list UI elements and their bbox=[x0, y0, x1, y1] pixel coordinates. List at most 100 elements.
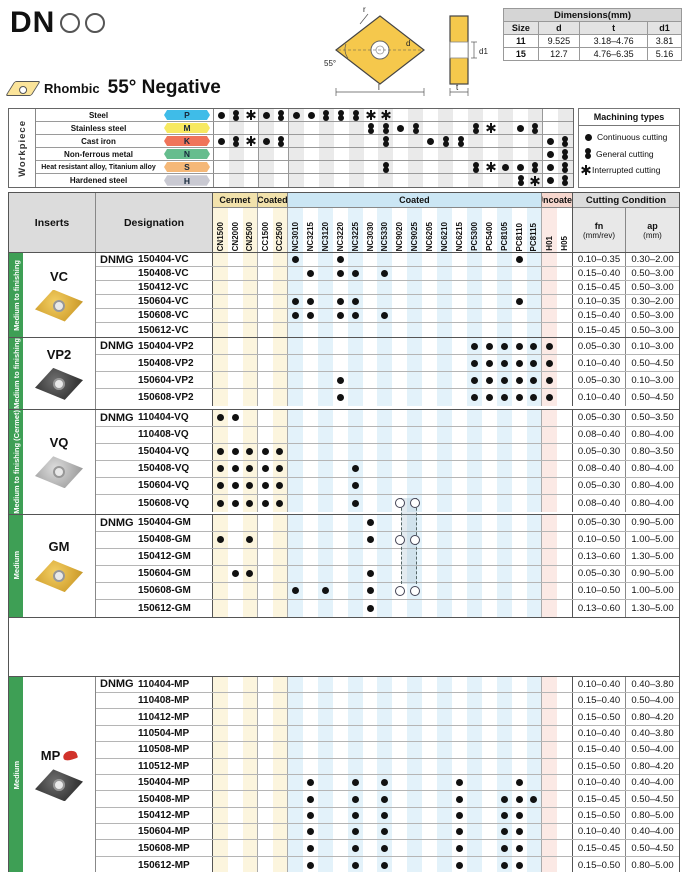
general-cutting-mark bbox=[353, 109, 360, 116]
grade-mark-cell bbox=[512, 693, 527, 708]
grade-mark-cell bbox=[377, 791, 393, 807]
grade-mark-cell bbox=[497, 824, 513, 840]
grade-mark-cell bbox=[258, 600, 273, 617]
group-usage-bar: Medium bbox=[9, 676, 23, 872]
grade-mark-cell bbox=[213, 582, 228, 599]
grade-mark-cell bbox=[317, 309, 333, 322]
grade-column-name: PC5300 bbox=[470, 222, 480, 251]
grade-mark-cell bbox=[317, 742, 333, 758]
designation-prefix bbox=[96, 840, 138, 855]
grade-mark-cell bbox=[392, 410, 407, 426]
workpiece-mark-cell bbox=[378, 148, 394, 160]
ap-value: 0.30–2.00 bbox=[631, 296, 674, 307]
grade-mark-cell bbox=[392, 355, 407, 371]
grade-mark-cell bbox=[242, 460, 258, 477]
workpiece-mark-cell bbox=[318, 109, 334, 121]
grade-mark-cell bbox=[422, 775, 437, 790]
grade-mark-cell bbox=[482, 495, 497, 512]
continuous-cutting-mark bbox=[276, 482, 284, 490]
grade-mark-cell bbox=[272, 514, 288, 531]
workpiece-marks-grid bbox=[213, 135, 573, 147]
grade-mark-cell bbox=[258, 726, 273, 741]
continuous-cutting-mark bbox=[292, 111, 300, 119]
grade-mark-cell bbox=[287, 599, 303, 617]
insert-name-text: VP2 bbox=[46, 346, 72, 362]
grade-mark-cell bbox=[258, 808, 273, 823]
workpiece-mark-cell bbox=[304, 122, 319, 134]
grade-mark-cell bbox=[317, 599, 333, 617]
grade-mark-cell bbox=[467, 281, 483, 294]
grade-mark-cell bbox=[497, 856, 513, 872]
grade-column-name: NC3220 bbox=[335, 221, 345, 251]
continuous-cutting-mark bbox=[336, 270, 344, 277]
grade-mark-cell bbox=[347, 840, 363, 856]
grade-mark-cell bbox=[512, 410, 527, 426]
workpiece-mark-cell bbox=[228, 122, 244, 134]
fn-value: 0.10–0.35 bbox=[573, 295, 626, 308]
workpiece-mark-cell bbox=[378, 161, 394, 173]
grade-mark-cell bbox=[258, 389, 273, 406]
grade-group-header: Coated bbox=[257, 193, 288, 207]
grade-mark-cell bbox=[557, 461, 572, 477]
workpiece-mark-cell bbox=[288, 161, 304, 173]
grade-mark-cell bbox=[437, 443, 453, 460]
continuous-cutting-mark bbox=[291, 256, 299, 263]
grade-mark-cell bbox=[347, 676, 363, 692]
grade-mark-cell bbox=[407, 758, 423, 774]
workpiece-mark-cell bbox=[408, 174, 424, 187]
group-usage-label: Medium to finishing bbox=[11, 338, 21, 409]
fn-value: 0.08–0.40 bbox=[573, 494, 626, 512]
grade-column-header: NC9025 bbox=[407, 208, 423, 252]
insert-photo bbox=[35, 289, 83, 322]
grade-mark-cell bbox=[363, 253, 378, 266]
grade-group-header: Cermet bbox=[213, 193, 258, 207]
grade-mark-cell bbox=[242, 725, 258, 742]
workpiece-mark-cell bbox=[393, 109, 408, 121]
workpiece-mark-cell bbox=[244, 122, 259, 134]
workpiece-mark-cell bbox=[378, 135, 394, 147]
grade-mark-cell bbox=[392, 726, 407, 741]
grade-mark-cell bbox=[242, 494, 258, 512]
insert-row: 150608-VQ 0.08–0.40 0.80–4.00 bbox=[96, 494, 679, 512]
grade-mark-cell bbox=[437, 774, 453, 791]
grade-mark-cell bbox=[303, 742, 318, 757]
continuous-cutting-mark bbox=[261, 448, 269, 456]
grade-mark-cell bbox=[303, 515, 318, 531]
grade-mark-cell bbox=[242, 531, 258, 548]
workpiece-mark-cell bbox=[393, 174, 408, 187]
grade-marks-grid bbox=[213, 565, 573, 582]
grade-mark-cell bbox=[242, 758, 258, 774]
grade-mark-cell bbox=[437, 409, 453, 426]
hollow-circle-mark bbox=[409, 585, 420, 596]
grade-mark-cell bbox=[541, 599, 557, 617]
grade-mark-cell bbox=[527, 742, 542, 758]
grade-mark-cell bbox=[303, 295, 318, 308]
grade-column-name: NC6210 bbox=[440, 221, 450, 251]
workpiece-mark-cell bbox=[557, 109, 573, 121]
grade-mark-cell bbox=[437, 856, 453, 872]
grade-mark-cell bbox=[437, 824, 453, 840]
grade-mark-cell bbox=[497, 548, 513, 565]
grade-mark-cell bbox=[482, 267, 497, 280]
grade-mark-cell bbox=[527, 824, 542, 840]
grade-mark-cell bbox=[287, 443, 303, 460]
continuous-cutting-mark bbox=[427, 137, 435, 145]
dimensions-column-header: d1 bbox=[647, 21, 682, 35]
grade-mark-cell bbox=[541, 426, 557, 443]
grade-mark-cell bbox=[392, 389, 407, 406]
grade-mark-cell bbox=[392, 323, 407, 337]
grade-mark-cell bbox=[333, 495, 348, 512]
grade-mark-cell bbox=[527, 281, 542, 294]
grade-mark-cell bbox=[407, 443, 423, 460]
grade-mark-cell bbox=[467, 409, 483, 426]
workpiece-mark-cell bbox=[214, 148, 229, 160]
grade-mark-cell bbox=[422, 808, 437, 823]
grade-mark-cell bbox=[437, 807, 453, 824]
machining-type-label: Interrupted cutting bbox=[592, 165, 661, 175]
continuous-cutting-mark bbox=[501, 342, 509, 350]
workpiece-mark-cell bbox=[423, 109, 438, 121]
general-cutting-mark bbox=[323, 109, 330, 116]
grade-mark-cell bbox=[422, 355, 437, 371]
workpiece-mark-cell bbox=[364, 148, 379, 160]
fn-value: 0.05–0.30 bbox=[573, 372, 626, 388]
